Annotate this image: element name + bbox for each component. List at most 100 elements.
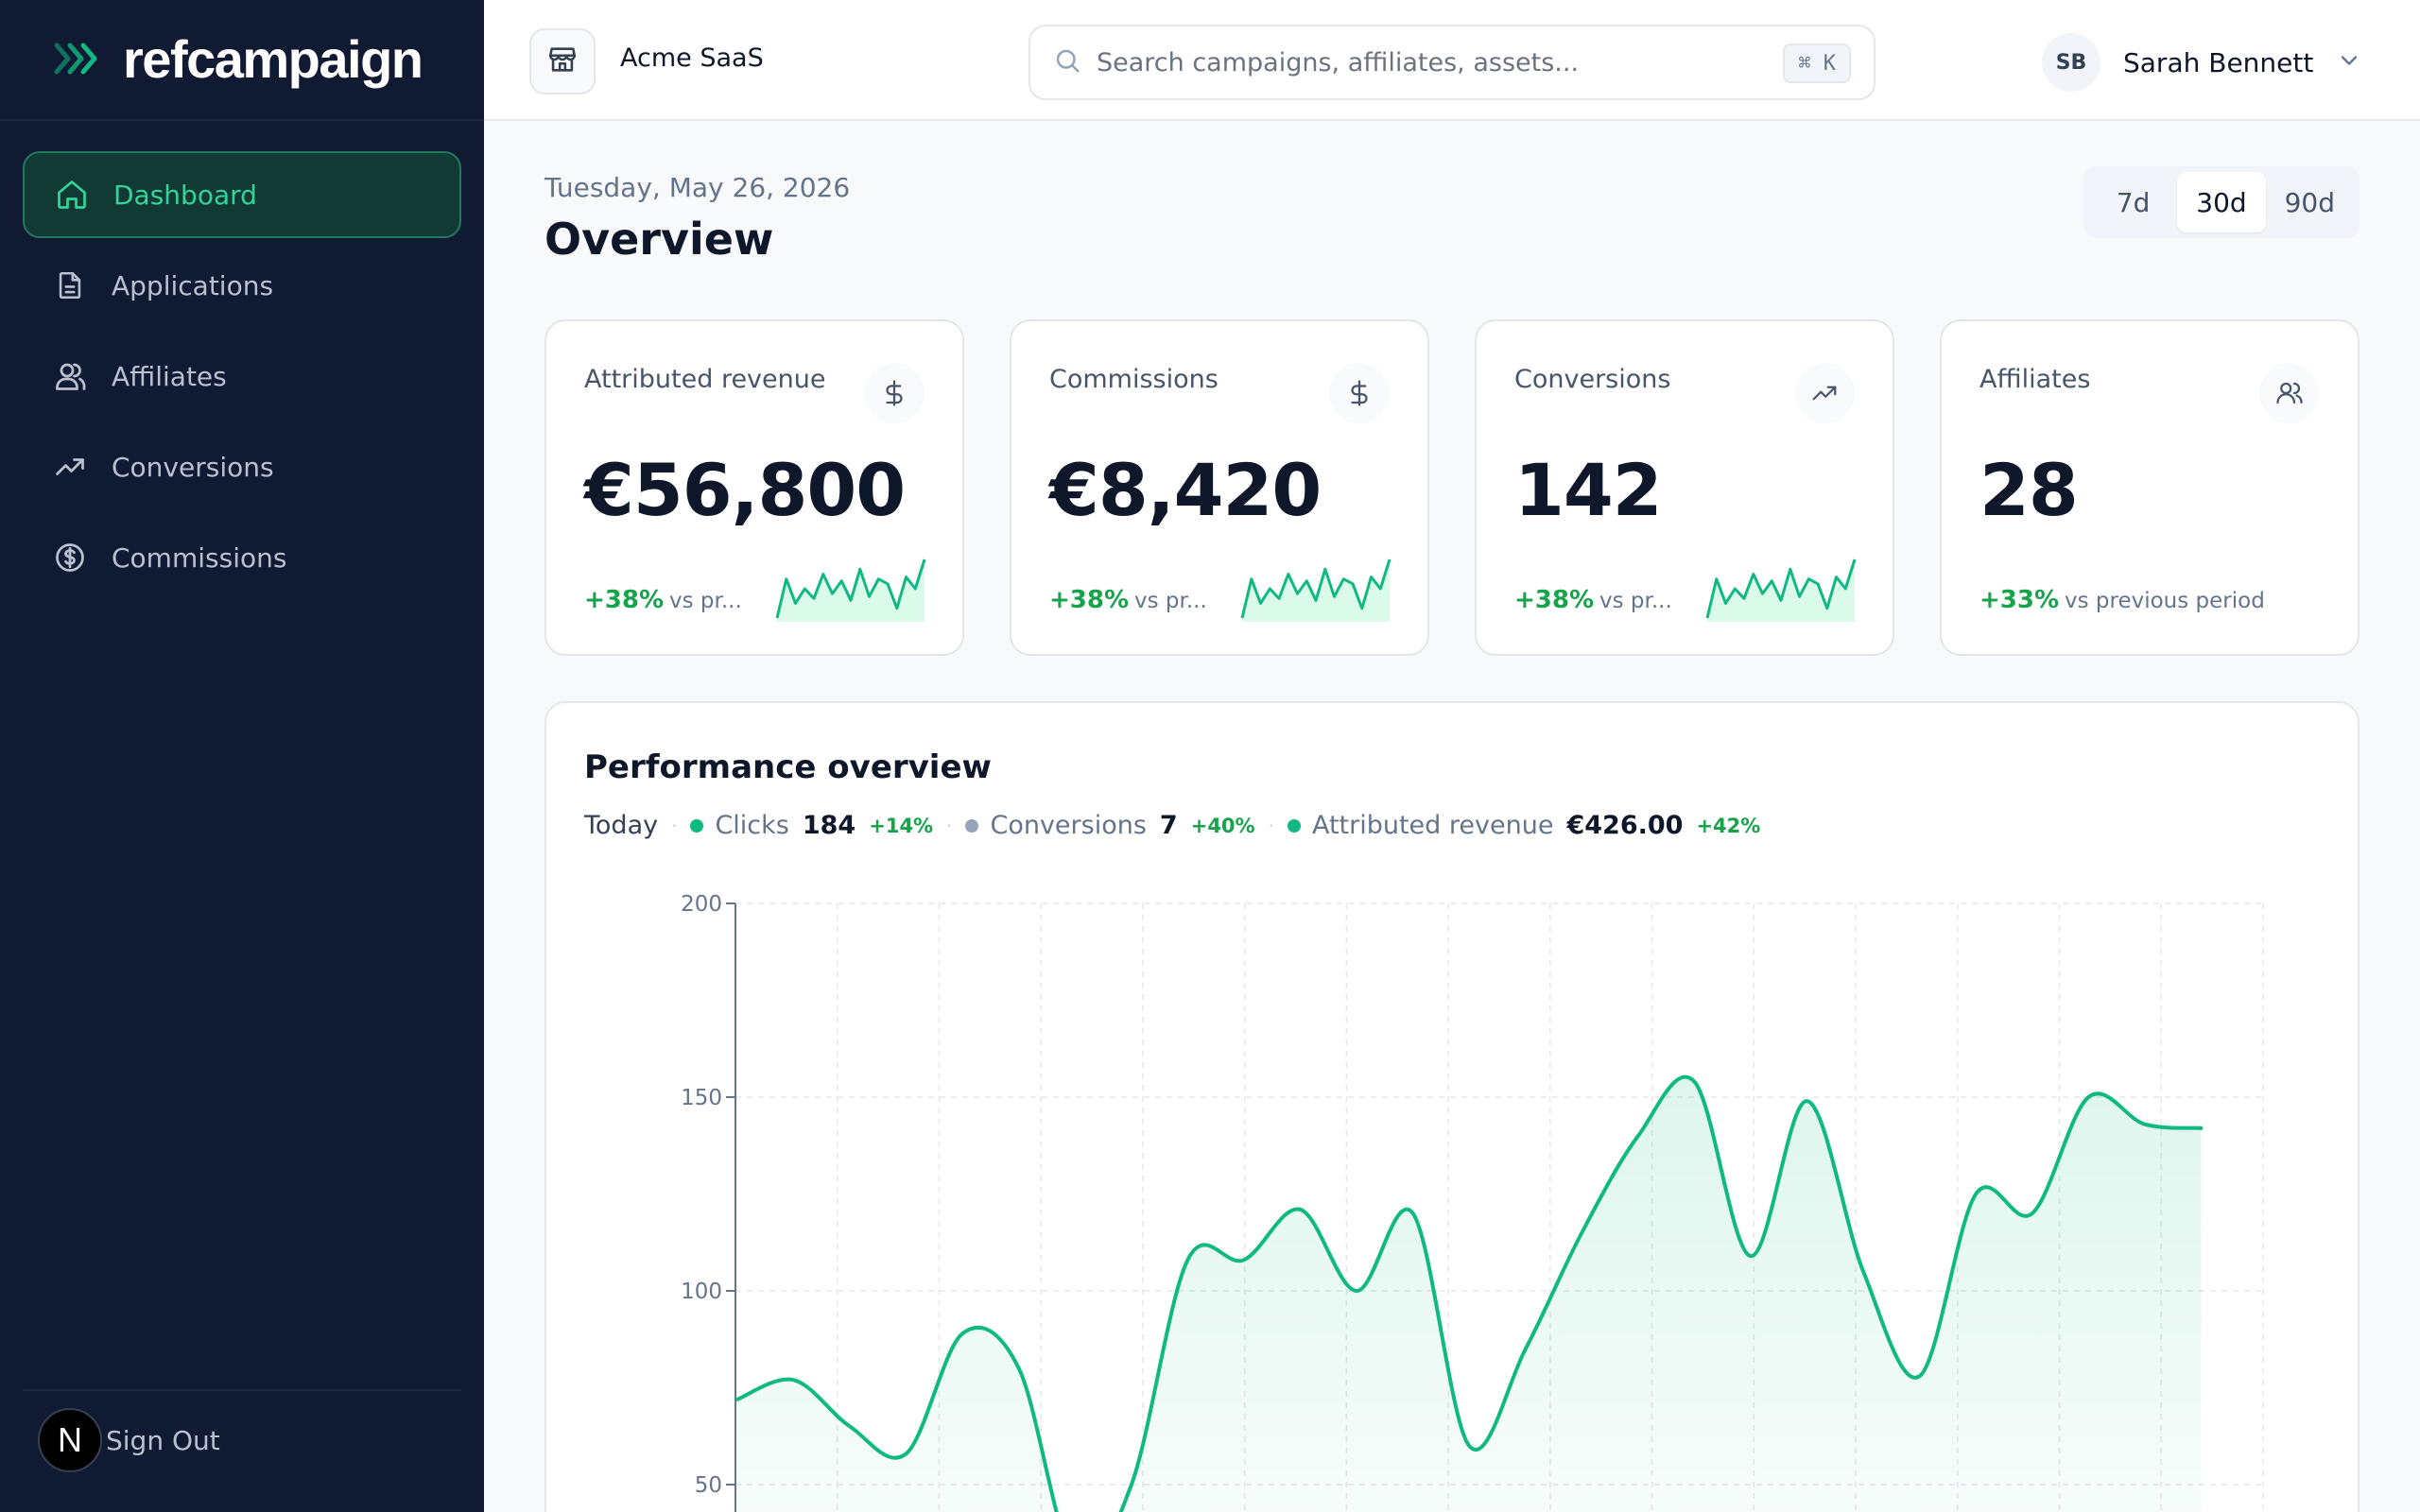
trending-up-icon [1794,363,1855,423]
sidebar-divider [23,1389,461,1391]
data-point[interactable] [2019,1200,2046,1227]
data-point[interactable] [724,1386,751,1413]
home-icon [51,174,93,215]
card-comparison: vs previous period [2065,589,2265,613]
data-point[interactable] [1737,1243,1764,1269]
legend-delta: +14% [869,814,934,837]
series-line-clicks[interactable] [735,1074,2204,1512]
store-icon [546,43,579,79]
y-tick-label: 100 [681,1280,722,1304]
legend-separator: · [1268,814,1274,837]
data-point[interactable] [1288,1196,1314,1223]
dollar-icon [864,363,925,423]
user-menu[interactable]: SB Sarah Bennett [2042,32,2362,93]
data-point[interactable] [781,1366,807,1393]
data-point[interactable] [2187,1115,2214,1142]
trending-up-icon [49,446,91,488]
range-30d-button[interactable]: 30d [2177,172,2266,232]
legend-separator: · [671,814,678,837]
sidebar-nav: Dashboard Applications Affiliates Conver… [23,151,461,605]
card-comparison: vs pr... [1599,589,1672,613]
data-point[interactable] [1512,1336,1539,1363]
sidebar-item-label: Commissions [112,541,287,574]
legend-name: Conversions [990,811,1147,840]
card-label: Attributed revenue [584,365,826,394]
data-point[interactable] [1118,1471,1145,1498]
legend-dot-revenue [1287,818,1301,833]
card-comparison: vs pr... [1134,589,1207,613]
range-7d-button[interactable]: 7d [2116,186,2151,218]
y-tick-label: 150 [681,1086,722,1110]
data-point[interactable] [949,1320,976,1347]
sparkline-line [775,558,926,619]
card-label: Commissions [1049,365,1219,394]
sidebar-item-applications[interactable]: Applications [23,242,461,329]
search-bar[interactable]: ⌘ K [1028,25,1876,100]
sidebar-item-label: Affiliates [112,360,227,392]
logo-text: refcampaign [123,28,424,89]
y-tick-label: 50 [695,1473,722,1498]
data-point[interactable] [1625,1123,1651,1149]
data-point[interactable] [1174,1246,1201,1273]
data-point[interactable] [1850,1259,1876,1285]
legend-dot-conversions [965,818,979,833]
range-90d-button[interactable]: 90d [2284,186,2336,218]
shortcut-badge: ⌘ K [1783,43,1851,83]
logo[interactable]: refcampaign [53,26,424,91]
dollar-icon [1329,363,1390,423]
range-selector: 7d 30d 90d [2083,166,2360,238]
data-point[interactable] [1962,1181,1989,1208]
sparkline [1240,558,1392,622]
performance-chart: 50 100 150 200 [681,892,2264,1512]
data-point[interactable] [1006,1355,1032,1382]
n-badge: N [38,1408,102,1472]
data-point[interactable] [1794,1088,1821,1114]
series-area-clicks [737,1076,2202,1512]
search-icon [1053,46,1081,78]
sidebar-item-dashboard[interactable]: Dashboard [23,151,461,238]
org-switcher-button[interactable] [529,28,596,94]
sparkline-area [1707,559,1855,622]
card-value: €8,420 [1049,448,1322,532]
legend-delta: +42% [1696,814,1761,837]
sparkline [775,558,926,622]
legend-delta: +40% [1190,814,1255,837]
sidebar-item-label: Conversions [112,451,274,483]
sidebar-item-commissions[interactable]: Commissions [23,514,461,601]
data-point[interactable] [1681,1069,1707,1095]
sign-out-label: Sign Out [106,1424,220,1456]
card-delta: +38% [1049,586,1130,614]
data-point[interactable] [2075,1084,2101,1110]
performance-panel: 50 100 150 200 Performance overview Today ·… [544,701,2360,1512]
data-point[interactable] [1343,1278,1370,1304]
dollar-circle-icon [49,537,91,578]
page-title: Overview [544,214,774,265]
file-icon [49,265,91,306]
sidebar-item-label: Applications [112,269,274,301]
sign-out-button[interactable]: N Sign Out [38,1406,220,1474]
card-delta: +38% [584,586,665,614]
users-icon [2259,363,2320,423]
data-point[interactable] [1231,1246,1257,1273]
data-point[interactable] [1456,1433,1482,1459]
data-point[interactable] [2132,1111,2158,1138]
data-point[interactable] [1907,1363,1933,1389]
metrics-legend: Today · Clicks 184 +14% · Conversions 7 … [584,811,1760,840]
today-label: Today [584,811,659,840]
data-point[interactable] [1568,1220,1595,1246]
topbar: Acme SaaS ⌘ K SB Sarah Bennett [484,0,2420,121]
legend-name: Attributed revenue [1311,811,1554,840]
sidebar-item-affiliates[interactable]: Affiliates [23,333,461,420]
panel-title: Performance overview [584,748,992,786]
card-delta: +38% [1514,586,1595,614]
data-point[interactable] [893,1440,920,1467]
data-point[interactable] [837,1414,863,1440]
sparkline-line [1240,558,1392,619]
sparkline [1705,558,1857,622]
sidebar-divider [0,119,484,121]
search-input[interactable] [1097,47,1758,77]
sidebar-item-conversions[interactable]: Conversions [23,423,461,510]
kpi-card-commissions: Commissions €8,420 +38% vs pr... [1010,319,1429,656]
y-tick-label: 200 [681,892,722,917]
data-point[interactable] [1400,1200,1426,1227]
